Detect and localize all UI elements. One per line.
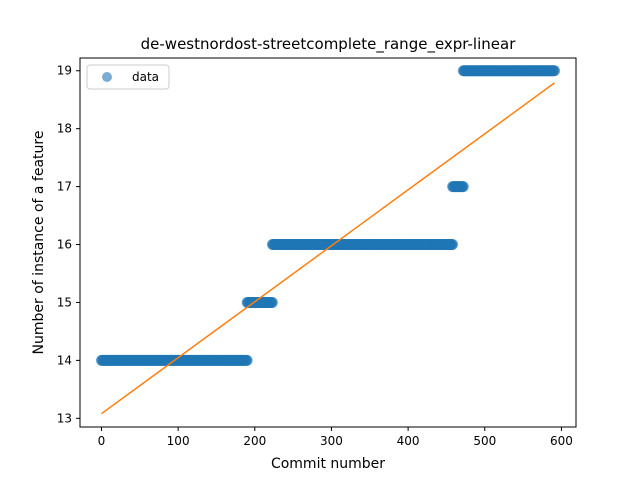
data-point <box>241 354 253 366</box>
y-tick-label: 14 <box>57 353 72 367</box>
legend-box <box>86 64 170 90</box>
chart-title: de-westnordost-streetcomplete_range_expr… <box>141 35 517 54</box>
x-tick-label: 100 <box>167 434 190 448</box>
legend-marker <box>102 72 112 82</box>
x-axis-ticks: 0 100 200 300 400 500 600 <box>98 427 573 448</box>
legend: data <box>86 64 170 90</box>
y-tick-label: 18 <box>57 122 72 136</box>
y-axis-ticks: 13 14 15 16 17 18 19 <box>57 64 80 425</box>
axes-frame <box>79 57 577 428</box>
x-tick-label: 200 <box>243 434 266 448</box>
x-tick-label: 400 <box>397 434 420 448</box>
y-tick-label: 17 <box>57 180 72 194</box>
plot-area: 0 100 200 300 400 500 600 13 14 15 16 17 18 19 <box>57 57 577 448</box>
data-layer <box>95 65 561 415</box>
x-tick-label: 500 <box>473 434 496 448</box>
x-tick-label: 600 <box>550 434 573 448</box>
x-tick-label: 0 <box>98 434 106 448</box>
y-axis-label: Number of instance of a feature <box>31 131 47 355</box>
x-tick-label: 300 <box>320 434 343 448</box>
data-point <box>549 65 561 77</box>
y-tick-label: 16 <box>57 238 72 252</box>
fit-line <box>101 82 555 415</box>
y-tick-label: 15 <box>57 295 72 309</box>
data-point <box>457 181 469 193</box>
y-tick-label: 13 <box>57 411 72 425</box>
x-axis-label: Commit number <box>271 456 385 472</box>
data-point <box>266 296 278 308</box>
legend-label: data <box>132 70 159 84</box>
y-tick-label: 19 <box>57 64 72 78</box>
data-point <box>447 239 459 251</box>
